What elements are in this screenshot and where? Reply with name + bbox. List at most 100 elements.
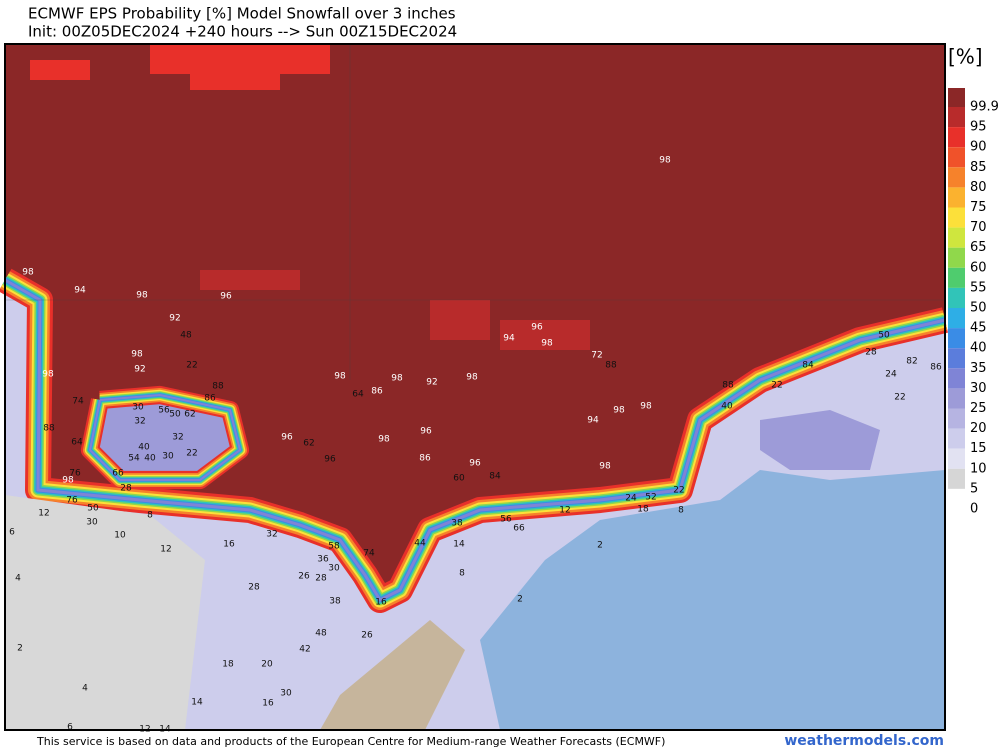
subtitle: Init: 00Z05DEC2024 +240 hours --> Sun 00… — [28, 23, 457, 41]
map-value: 16 — [375, 598, 387, 608]
transition-band — [88, 393, 242, 482]
legend-label: 45 — [970, 321, 987, 336]
map-value: 26 — [361, 631, 373, 641]
map-value: 38 — [329, 597, 341, 607]
map-value: 64 — [71, 438, 83, 448]
map-frame — [4, 43, 946, 731]
map-value: 30 — [280, 689, 292, 699]
map-value: 50 — [878, 331, 890, 341]
map-value: 72 — [591, 351, 602, 361]
map-value: 28 — [248, 583, 260, 593]
legend-label: 70 — [970, 220, 987, 235]
map-value: 28 — [120, 484, 132, 494]
legend-label: 10 — [970, 461, 987, 476]
legend: 99.9959085807570656055504540353025201510… — [948, 88, 999, 517]
map-value: 28 — [865, 348, 877, 358]
map-value: 14 — [453, 540, 465, 550]
map-value: 84 — [802, 361, 814, 371]
map-value: 88 — [722, 381, 734, 391]
legend-label: 65 — [970, 240, 987, 255]
map-value: 98 — [22, 268, 34, 278]
map-value: 48 — [315, 629, 327, 639]
map-value: 24 — [625, 494, 637, 504]
map-value: 28 — [315, 574, 327, 584]
map-value: 98 — [62, 476, 74, 486]
legend-swatch — [948, 187, 965, 208]
legend-label: 90 — [970, 140, 987, 155]
map-value: 6 — [67, 723, 73, 733]
map-value: 98 — [42, 370, 54, 380]
legend-label: 25 — [970, 401, 987, 416]
map-value: 62 — [303, 439, 314, 449]
low-area — [90, 395, 240, 480]
map-value: 4 — [15, 574, 21, 584]
legend-swatch — [948, 448, 965, 469]
transition-band — [4, 278, 946, 602]
map-value: 92 — [134, 365, 145, 375]
legend-label: 0 — [970, 502, 978, 517]
map-value: 62 — [184, 410, 195, 420]
map-value: 98 — [466, 373, 478, 383]
legend-swatch — [948, 348, 965, 369]
map-value: 98 — [640, 402, 652, 412]
map-value: 2 — [597, 541, 603, 551]
map-value: 2 — [17, 644, 23, 654]
map-value: 96 — [469, 459, 481, 469]
map-value: 12 — [38, 509, 49, 519]
map-value: 98 — [613, 406, 625, 416]
map-value: 32 — [172, 433, 183, 443]
map-value: 92 — [426, 378, 437, 388]
legend-swatch — [948, 147, 965, 168]
footer-brand: weathermodels.com — [784, 733, 944, 749]
map-value: 38 — [451, 519, 463, 529]
legend-label: 20 — [970, 421, 987, 436]
legend-label: 40 — [970, 341, 987, 356]
legend-swatch — [948, 428, 965, 449]
legend-label: 55 — [970, 280, 987, 295]
map-value: 30 — [328, 564, 340, 574]
map-value: 24 — [885, 370, 897, 380]
footer-note: This service is based on data and produc… — [36, 735, 665, 748]
map-value: 96 — [324, 455, 336, 465]
map-value: 26 — [298, 572, 310, 582]
map-value: 18 — [222, 660, 234, 670]
legend-swatch — [948, 127, 965, 148]
map-value: 96 — [420, 427, 432, 437]
map-value: 22 — [186, 449, 197, 459]
map-value: 86 — [930, 363, 942, 373]
map-value: 30 — [132, 403, 144, 413]
map-value: 8 — [459, 569, 465, 579]
map-value: 64 — [352, 390, 364, 400]
map-value: 74 — [72, 397, 84, 407]
map-value: 22 — [186, 361, 197, 371]
map-value: 22 — [894, 393, 905, 403]
map-value: 20 — [261, 660, 273, 670]
map-value: 98 — [136, 291, 148, 301]
legend-swatch — [948, 167, 965, 188]
map-value: 48 — [180, 331, 192, 341]
legend-label: 30 — [970, 381, 987, 396]
map-value: 96 — [281, 433, 293, 443]
map-value: 98 — [131, 350, 143, 360]
map-value: 74 — [363, 549, 375, 559]
map-value: 98 — [378, 435, 390, 445]
map-value: 94 — [74, 286, 86, 296]
map-value: 16 — [223, 540, 235, 550]
land-gray — [5, 495, 205, 730]
map-value: 22 — [771, 381, 782, 391]
legend-unit: [%] — [948, 45, 983, 69]
map-value: 52 — [645, 493, 656, 503]
legend-swatch — [948, 408, 965, 429]
legend-swatch — [948, 488, 965, 509]
map-value: 40 — [144, 454, 156, 464]
legend-label: 80 — [970, 180, 987, 195]
map-value: 4 — [82, 684, 88, 694]
legend-swatch — [948, 227, 965, 248]
legend-label: 15 — [970, 441, 987, 456]
map-value: 2 — [517, 595, 523, 605]
title: ECMWF EPS Probability [%] Model Snowfall… — [28, 5, 456, 23]
map-value: 92 — [169, 314, 180, 324]
map-value: 56 — [158, 406, 170, 416]
